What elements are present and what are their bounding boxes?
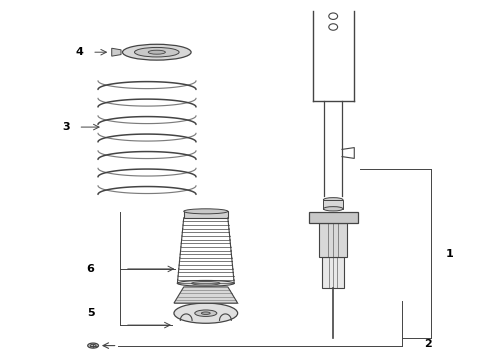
Ellipse shape — [192, 282, 220, 285]
Bar — [322, 257, 344, 288]
Polygon shape — [112, 48, 121, 56]
Bar — [309, 212, 358, 223]
Ellipse shape — [323, 198, 343, 202]
Bar — [323, 200, 343, 209]
Ellipse shape — [323, 207, 343, 211]
Ellipse shape — [134, 48, 179, 57]
Ellipse shape — [174, 303, 238, 323]
Polygon shape — [174, 287, 238, 303]
Bar — [184, 211, 228, 218]
Ellipse shape — [90, 344, 96, 347]
Ellipse shape — [201, 312, 210, 315]
Ellipse shape — [195, 310, 217, 316]
Text: 3: 3 — [62, 122, 70, 132]
Text: 6: 6 — [87, 264, 95, 274]
Text: 1: 1 — [446, 249, 454, 259]
Ellipse shape — [148, 50, 165, 54]
Bar — [319, 223, 347, 257]
Text: 4: 4 — [76, 47, 84, 57]
Text: 2: 2 — [424, 339, 432, 349]
Ellipse shape — [177, 280, 234, 286]
Ellipse shape — [88, 343, 98, 348]
Ellipse shape — [184, 209, 228, 214]
Text: 5: 5 — [87, 308, 95, 318]
Ellipse shape — [122, 44, 191, 60]
